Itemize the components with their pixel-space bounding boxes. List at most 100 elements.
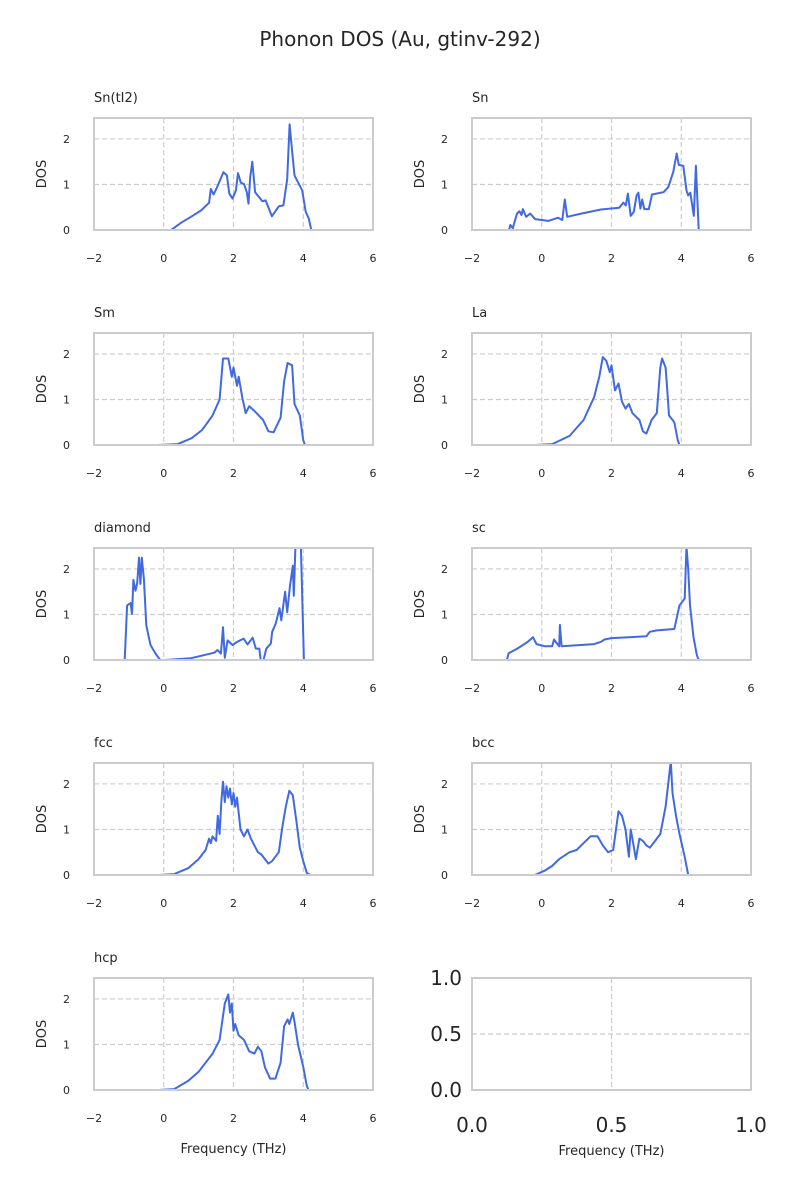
x-tick-label: 0.0 [456,1113,488,1137]
x-tick-label: 2 [230,897,237,910]
y-axis-label: DOS [413,160,428,189]
panel-title: hcp [94,951,118,966]
x-tick-label: 6 [748,467,755,480]
x-tick-label: 6 [370,682,377,695]
y-tick-label: 1 [63,178,70,191]
x-tick-label: 2 [230,682,237,695]
x-tick-label: −2 [464,252,480,265]
y-tick-label: 1 [441,393,448,406]
dos-line [158,993,321,1090]
y-tick-label: 0 [441,654,448,667]
x-tick-label: 6 [370,252,377,265]
y-tick-label: 1 [63,393,70,406]
axes-frame [471,977,752,1091]
x-axis-label: Frequency (THz) [559,1144,665,1159]
x-tick-label: 4 [300,897,307,910]
x-tick-label: 2 [230,252,237,265]
x-tick-label: 4 [300,252,307,265]
y-tick-label: 0 [63,1084,70,1097]
y-tick-label: 1 [441,823,448,836]
panel-fcc: −2 0 2 4 6 0 1 2 fcc DOS [35,736,377,910]
x-tick-label: 2 [608,897,615,910]
x-tick-label: 0 [160,897,167,910]
x-tick-label: 2 [608,682,615,695]
x-tick-label: 4 [678,252,685,265]
y-tick-label: 1.0 [430,966,462,990]
y-tick-label: 0.0 [430,1078,462,1102]
panel-la: −2 0 2 4 6 0 1 2 La DOS [413,306,755,480]
x-tick-label: 0 [160,467,167,480]
y-tick-label: 0 [63,654,70,667]
panel-empty: 0.0 0.5 1.0 0.0 0.5 1.0 Frequency (THz) [430,966,767,1159]
dos-line [489,152,717,230]
x-tick-label: 0 [160,682,167,695]
y-tick-label: 2 [441,133,448,146]
x-tick-label: 2 [608,467,615,480]
x-tick-label: 0 [538,682,545,695]
axes-frame [471,762,752,876]
x-tick-label: 1.0 [735,1113,767,1137]
axes-frame [93,117,374,231]
axes-frame [471,547,752,661]
y-tick-label: 2 [63,778,70,791]
x-tick-label: 6 [370,897,377,910]
dos-line [158,780,321,875]
x-tick-label: −2 [464,682,480,695]
y-tick-label: 2 [63,348,70,361]
axes-frame [93,762,374,876]
panel-sn-ti2-: −2 0 2 4 6 0 1 2 Sn(tI2) DOS [35,91,377,265]
y-tick-label: 0 [441,869,448,882]
panel-sc: −2 0 2 4 6 0 1 2 sc DOS [413,521,755,695]
panel-title: Sm [94,306,115,321]
x-tick-label: 2 [230,467,237,480]
y-tick-label: 1 [63,608,70,621]
panel-title: Sn [472,91,489,106]
x-axis-label: Frequency (THz) [181,1142,287,1157]
x-tick-label: 0 [538,897,545,910]
x-tick-label: 0 [160,252,167,265]
panel-title: fcc [94,736,113,751]
x-tick-label: 2 [608,252,615,265]
y-tick-label: 1 [441,178,448,191]
x-tick-label: 0 [538,467,545,480]
x-tick-label: 4 [678,897,685,910]
y-axis-label: DOS [35,805,50,834]
panel-title: sc [472,521,486,536]
panel-title: bcc [472,736,495,751]
panel-hcp: −2 0 2 4 6 0 1 2 hcp DOS Frequency (THz) [35,951,377,1157]
y-tick-label: 0 [63,869,70,882]
x-tick-label: −2 [464,467,480,480]
y-tick-label: 0 [441,439,448,452]
x-tick-label: −2 [86,897,102,910]
axes-frame [471,117,752,231]
dos-line [137,123,328,230]
x-tick-label: 6 [748,682,755,695]
y-tick-label: 0.5 [430,1022,462,1046]
y-axis-label: DOS [35,1020,50,1049]
x-tick-label: −2 [86,467,102,480]
x-tick-label: 2 [230,1112,237,1125]
y-tick-label: 2 [441,348,448,361]
x-tick-label: 6 [370,467,377,480]
x-tick-label: 4 [300,682,307,695]
y-axis-label: DOS [35,160,50,189]
x-tick-label: −2 [86,1112,102,1125]
y-tick-label: 2 [63,563,70,576]
panel-diamond: −2 0 2 4 6 0 1 2 diamond DOS [35,521,377,695]
y-axis-label: DOS [413,590,428,619]
panel-title: Sn(tI2) [94,91,138,106]
figure-title: Phonon DOS (Au, gtinv-292) [259,27,540,51]
x-tick-label: 0.5 [596,1113,628,1137]
x-tick-label: 4 [678,467,685,480]
y-axis-label: DOS [413,375,428,404]
y-axis-label: DOS [413,805,428,834]
x-tick-label: 4 [300,1112,307,1125]
x-tick-label: −2 [86,682,102,695]
x-tick-label: 6 [748,252,755,265]
y-tick-label: 1 [63,823,70,836]
y-axis-label: DOS [35,375,50,404]
y-tick-label: 2 [441,563,448,576]
x-tick-label: 0 [538,252,545,265]
x-tick-label: −2 [464,897,480,910]
